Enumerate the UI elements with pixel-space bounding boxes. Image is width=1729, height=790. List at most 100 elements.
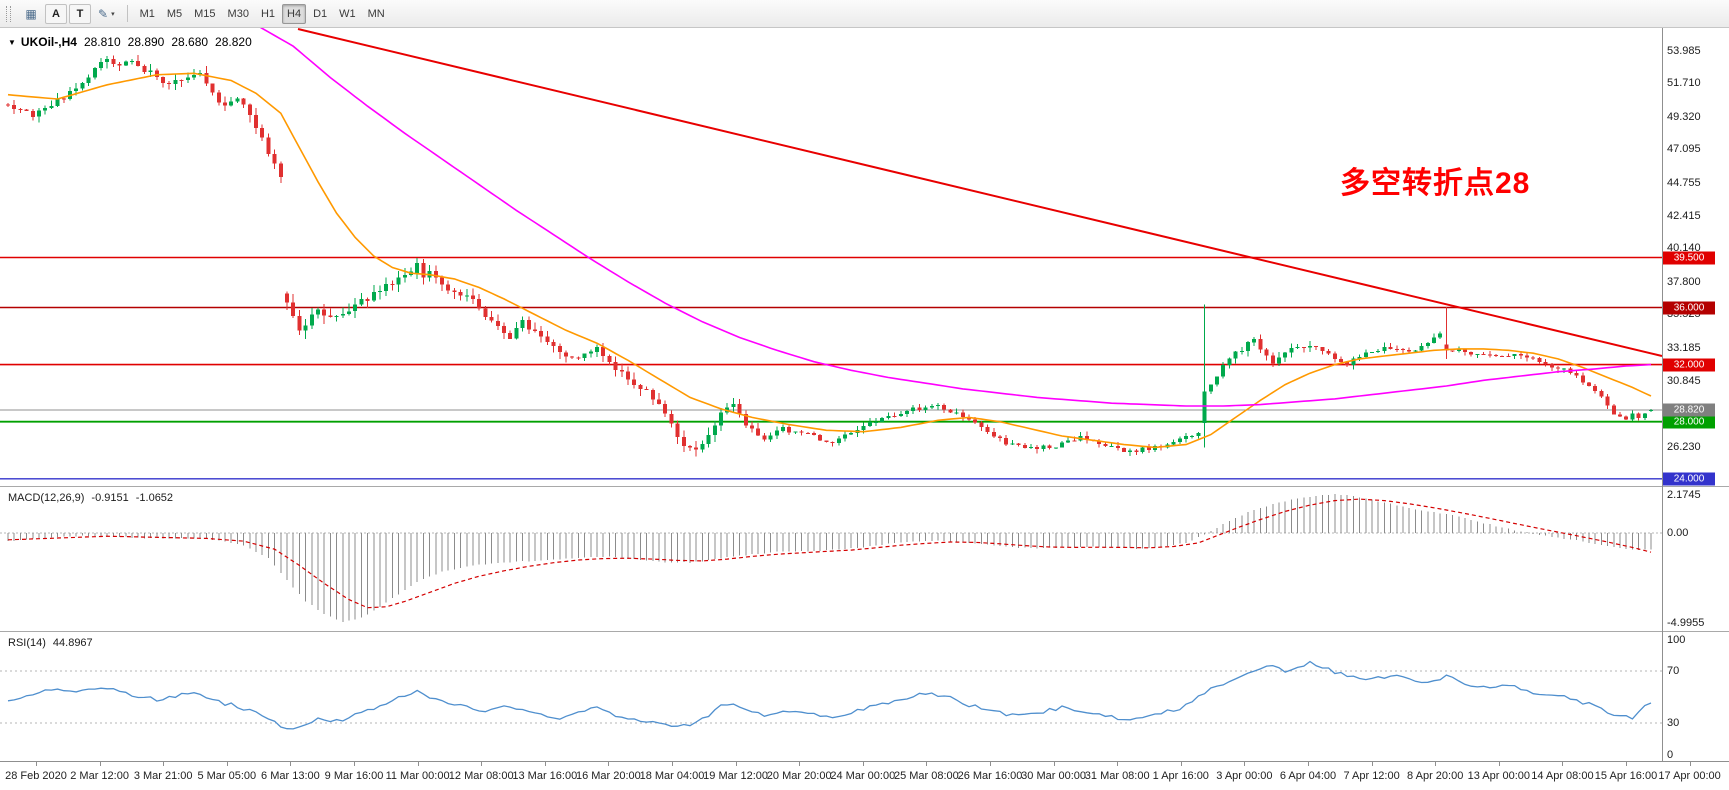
- time-axis-label: 14 Apr 08:00: [1531, 770, 1594, 782]
- text-label-button[interactable]: T: [69, 3, 91, 24]
- horizontal-level-lines[interactable]: [0, 256, 1662, 480]
- time-tick: [1244, 762, 1246, 766]
- macd-label: MACD(12,26,9) -0.9151 -1.0652: [8, 492, 173, 504]
- time-axis-label: 18 Mar 04:00: [639, 770, 705, 782]
- price-axis-label: 26.230: [1667, 441, 1701, 453]
- time-tick: [290, 762, 292, 766]
- time-axis-label: 17 Apr 00:00: [1658, 770, 1721, 782]
- time-axis-label: 6 Mar 13:00: [261, 770, 320, 782]
- high-value: 28.890: [127, 35, 165, 49]
- draw-tools-button[interactable]: ✎ ▾: [93, 4, 120, 24]
- macd-axis-label: 0.00: [1667, 527, 1689, 539]
- rsi-axis-label: 100: [1667, 634, 1686, 646]
- timeframe-button-h1[interactable]: H1: [260, 7, 276, 20]
- timeframe-button-mn[interactable]: MN: [367, 7, 385, 20]
- time-tick: [799, 762, 801, 766]
- price-axis-label: 53.985: [1667, 44, 1701, 57]
- rsi-indicator-panel[interactable]: RSI(14) 44.8967 100 70 30 0: [0, 632, 1729, 762]
- price-axis-label: 49.320: [1667, 111, 1701, 124]
- macd-axis-label: -4.9955: [1667, 617, 1705, 629]
- time-tick: [1180, 762, 1182, 766]
- rsi-canvas: [0, 660, 1662, 730]
- time-tick: [1498, 762, 1500, 766]
- time-tick: [1117, 762, 1119, 766]
- price-axis-label: 37.800: [1667, 275, 1701, 288]
- rsi-value: 44.8967: [52, 637, 93, 649]
- time-axis-label: 3 Apr 00:00: [1216, 770, 1273, 782]
- low-value: 28.680: [171, 35, 209, 49]
- time-tick: [417, 762, 419, 766]
- rsi-line: [7, 660, 1652, 730]
- time-axis-label: 7 Apr 12:00: [1343, 770, 1400, 782]
- price-axis-separator: [1662, 28, 1663, 762]
- time-axis-label: 20 Mar 20:00: [766, 770, 832, 782]
- time-tick: [1308, 762, 1309, 766]
- time-tick: [163, 762, 165, 766]
- rsi-axis-label: 70: [1667, 665, 1680, 677]
- price-axis-label: 30.845: [1667, 375, 1701, 388]
- timeframe-button-m15[interactable]: M15: [194, 7, 216, 20]
- close-value: 28.820: [215, 35, 252, 49]
- time-axis-label: 2 Mar 12:00: [70, 770, 129, 782]
- time-axis-label: 31 Mar 08:00: [1084, 770, 1150, 782]
- rsi-label: RSI(14) 44.8967: [8, 637, 93, 649]
- time-axis-label: 19 Mar 12:00: [703, 770, 769, 782]
- descending-trendline[interactable]: [297, 28, 1663, 357]
- time-axis-label: 30 Mar 00:00: [1021, 770, 1087, 782]
- time-axis[interactable]: 28 Feb 2020 2 Mar 12:00 3 Mar 21:00 5 Mar 0…: [0, 762, 1729, 790]
- time-axis-label: 26 Mar 16:00: [957, 770, 1023, 782]
- time-tick: [354, 762, 355, 766]
- price-level-tag: 28.000: [1663, 415, 1715, 429]
- time-axis-label: 13 Mar 16:00: [512, 770, 578, 782]
- price-axis-label: 47.095: [1667, 143, 1701, 156]
- time-tick: [926, 762, 928, 766]
- macd-indicator-panel[interactable]: MACD(12,26,9) -0.9151 -1.0652 2.1745 0.00…: [0, 487, 1729, 632]
- rsi-axis-label: 30: [1667, 717, 1680, 729]
- time-tick: [36, 762, 37, 766]
- caret-down-icon[interactable]: ▼: [8, 37, 16, 47]
- time-axis-label: 24 Mar 00:00: [830, 770, 896, 782]
- timeframe-button-m1[interactable]: M1: [139, 7, 155, 20]
- macd-signal-line: [7, 498, 1652, 609]
- time-tick: [1435, 762, 1437, 766]
- time-tick: [1371, 762, 1373, 766]
- chart-grid-icon[interactable]: ▦: [25, 6, 37, 21]
- timeframe-button-m30[interactable]: M30: [227, 7, 249, 20]
- timeframe-button-d1[interactable]: D1: [313, 7, 328, 20]
- macd-canvas: [0, 494, 1662, 622]
- time-tick: [735, 762, 737, 766]
- open-value: 28.810: [83, 35, 121, 49]
- toolbar-grip-handle[interactable]: [6, 5, 11, 22]
- time-tick: [226, 762, 228, 766]
- time-tick: [1689, 762, 1691, 766]
- time-axis-label: 12 Mar 08:00: [448, 770, 514, 782]
- symbol-period-label: UKOil-,H4: [20, 35, 77, 49]
- cursor-mode-button[interactable]: A: [45, 3, 67, 24]
- time-axis-label: 1 Apr 16:00: [1152, 770, 1209, 782]
- time-axis-label: 5 Mar 05:00: [197, 770, 257, 782]
- price-level-tag: 32.000: [1663, 358, 1715, 372]
- macd-signal-value: -1.0652: [135, 492, 174, 504]
- price-chart-panel[interactable]: ▼ UKOil-,H4 28.810 28.890 28.680 28.820 …: [0, 28, 1729, 487]
- macd-main-value: -0.9151: [91, 492, 129, 504]
- time-axis-label: 13 Apr 00:00: [1467, 770, 1530, 782]
- current-price-tag: 28.820: [1663, 403, 1715, 417]
- ma-slow-line: [259, 28, 1652, 407]
- time-axis-label: 11 Mar 00:00: [385, 770, 450, 782]
- price-level-tag: 39.500: [1663, 251, 1715, 264]
- time-axis-label: 28 Feb 2020: [5, 770, 67, 782]
- price-level-tag: 36.000: [1663, 301, 1715, 314]
- price-chart-canvas[interactable]: [0, 28, 1663, 487]
- timeframe-button-h4[interactable]: H4: [282, 3, 307, 24]
- chart-toolbar: ▦ A T ✎ ▾ M1 M5 M15 M30 H1 H4 D1 W1 MN: [0, 0, 1729, 28]
- time-axis-label: 15 Apr 16:00: [1594, 770, 1658, 782]
- time-tick: [862, 762, 864, 766]
- timeframe-button-m5[interactable]: M5: [166, 7, 183, 20]
- timeframe-button-w1[interactable]: W1: [339, 7, 356, 20]
- time-axis-label: 6 Apr 04:00: [1279, 770, 1337, 782]
- toolbar-separator: [126, 5, 128, 22]
- chart-text-annotation[interactable]: 多空转折点28: [1340, 167, 1531, 200]
- time-tick: [990, 762, 991, 766]
- time-axis-label: 3 Mar 21:00: [133, 770, 193, 782]
